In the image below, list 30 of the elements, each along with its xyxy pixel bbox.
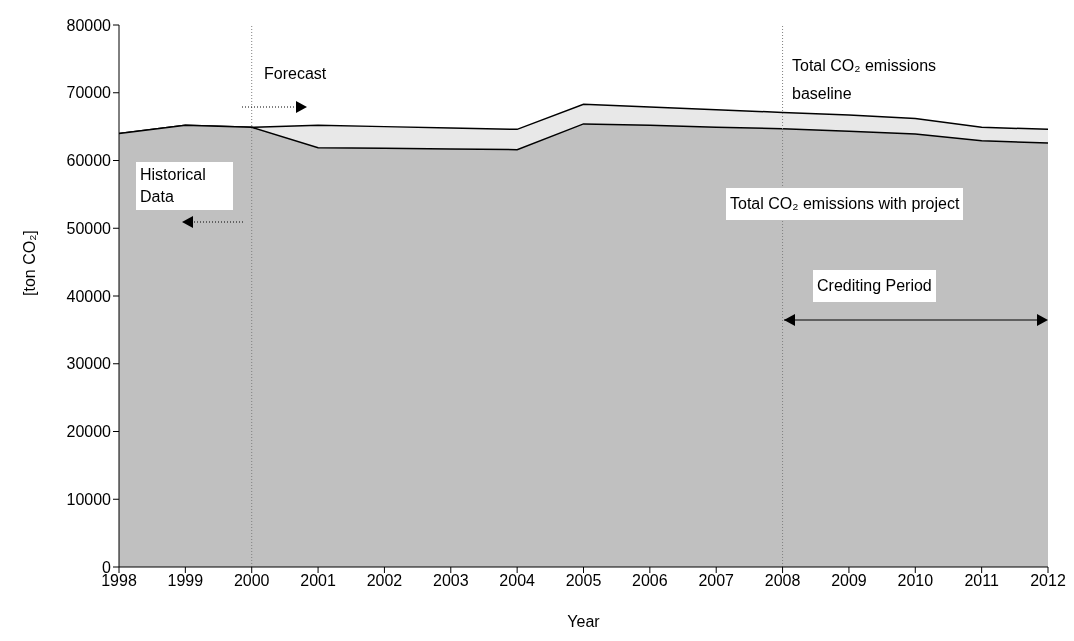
x-tick-label: 2002: [366, 572, 403, 590]
x-tick-label: 2005: [565, 572, 602, 590]
x-tick-label: 2007: [698, 572, 735, 590]
y-tick-label: 10000: [66, 490, 112, 508]
y-tick-label: 50000: [66, 219, 112, 237]
y-tick-label: 40000: [66, 287, 112, 305]
y-tick-label: 70000: [66, 84, 112, 102]
annotation: Historical Data: [136, 162, 233, 210]
x-tick-label: 2011: [964, 572, 999, 590]
x-tick-label: 2000: [233, 572, 270, 590]
y-axis-title: [ton CO₂]: [20, 230, 38, 296]
series-label: Total CO₂ emissions baseline: [791, 56, 938, 104]
y-tick-label: 60000: [66, 152, 112, 170]
x-tick-label: 2010: [897, 572, 934, 590]
annotation: Crediting Period: [813, 270, 936, 302]
series-label: Total CO₂ emissions with project: [726, 188, 964, 220]
annotation: Forecast: [263, 64, 328, 84]
x-tick-label: 2004: [499, 572, 536, 590]
x-tick-label: 2012: [1030, 572, 1066, 590]
x-tick-label: 1999: [167, 572, 204, 590]
x-tick-label: 2006: [632, 572, 668, 590]
y-tick-label: 20000: [66, 423, 112, 441]
x-tick-label: 1998: [101, 572, 137, 590]
x-tick-label: 2001: [300, 572, 336, 590]
x-tick-label: 2008: [764, 572, 801, 590]
y-tick-label: 80000: [66, 16, 112, 34]
y-tick-label: 30000: [66, 355, 112, 373]
x-tick-label: 2003: [432, 572, 469, 590]
x-axis-title: Year: [567, 613, 601, 630]
x-tick-label: 2009: [831, 572, 867, 590]
